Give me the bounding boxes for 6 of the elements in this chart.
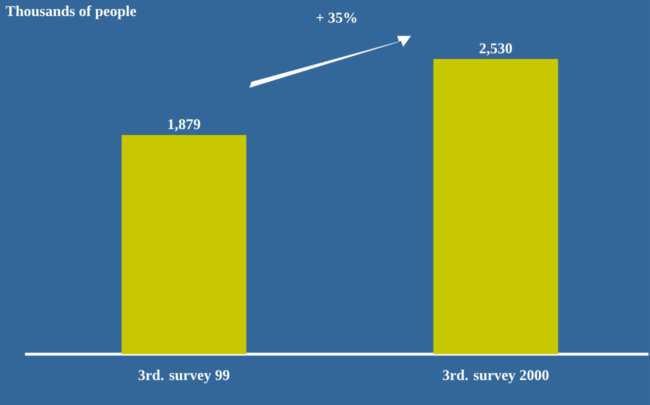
text: + 35% [316, 12, 356, 23]
x-tick-label: 3rd. survey 2000 [442, 370, 549, 384]
chart-title: Thousands of people [6, 5, 136, 20]
x-tick-label: 3rd. survey 99 [138, 370, 230, 384]
data-label: 2,530 [480, 43, 512, 56]
data-label: 1,879 [168, 119, 200, 132]
